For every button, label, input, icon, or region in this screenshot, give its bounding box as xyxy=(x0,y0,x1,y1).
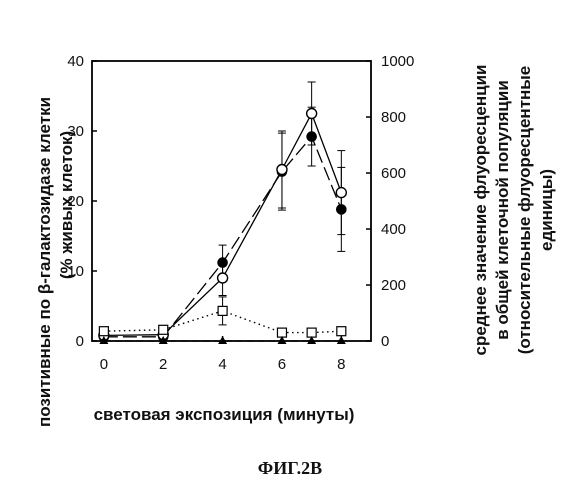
right-y-axis-label-line-3: (относительные флуоресцентные xyxy=(515,66,534,355)
data-point xyxy=(99,327,108,336)
right-y-axis-label-line-2: в общей клеточной популяции xyxy=(493,80,512,340)
data-point xyxy=(277,328,286,337)
data-point xyxy=(218,273,228,283)
data-point xyxy=(337,327,346,336)
right-y-tick-label: 400 xyxy=(381,221,406,238)
data-point xyxy=(307,328,316,337)
plot-frame xyxy=(92,61,371,341)
data-point xyxy=(218,336,227,344)
right-y-tick-label: 800 xyxy=(381,109,406,126)
left-y-tick-label: 0 xyxy=(76,333,84,350)
data-point xyxy=(337,336,346,344)
right-y-tick-label: 0 xyxy=(381,333,389,350)
plot-area: 0246801020304002004006008001000 xyxy=(67,53,414,373)
data-point xyxy=(307,109,317,119)
x-tick-label: 0 xyxy=(100,356,108,373)
x-tick-label: 2 xyxy=(159,356,167,373)
right-y-tick-label: 1000 xyxy=(381,53,414,70)
right-y-tick-label: 200 xyxy=(381,277,406,294)
right-y-tick-label: 600 xyxy=(381,165,406,182)
x-tick-label: 6 xyxy=(278,356,286,373)
right-y-axis-label-line-4: единицы) xyxy=(537,169,556,251)
figure-caption: ФИГ.2В xyxy=(258,458,322,478)
data-point xyxy=(159,325,168,334)
data-point xyxy=(336,188,346,198)
x-tick-label: 8 xyxy=(337,356,345,373)
left-y-axis-label-units: (% живых клеток) xyxy=(57,131,76,279)
left-y-tick-label: 40 xyxy=(67,53,84,70)
data-point xyxy=(277,165,287,175)
data-point xyxy=(218,306,227,315)
right-y-axis-label-line-1: среднее значение флуоресценции xyxy=(471,65,490,356)
x-axis-label: световая экспозиция (минуты) xyxy=(94,405,355,424)
left-y-axis-label: позитивные по β-галактозидазе клетки xyxy=(35,97,54,427)
x-tick-label: 4 xyxy=(218,356,226,373)
